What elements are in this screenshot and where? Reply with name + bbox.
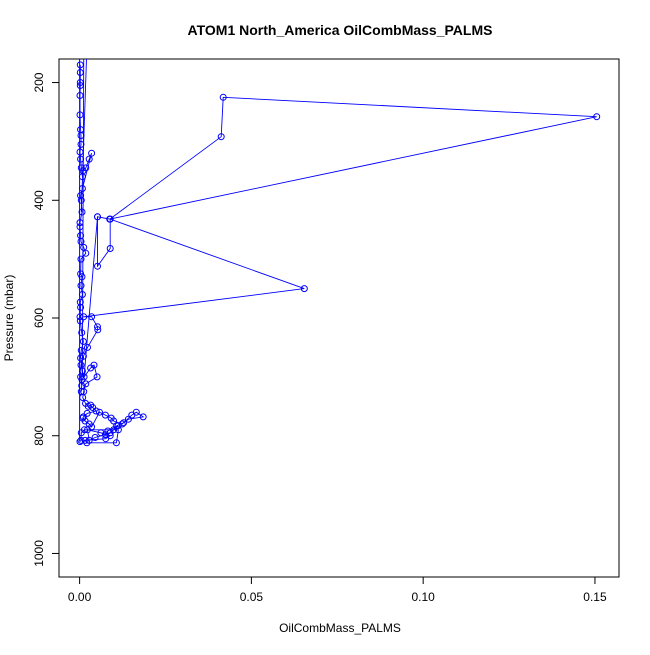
data-point [76, 317, 84, 325]
data-point [114, 422, 122, 430]
data-point [79, 352, 87, 360]
x-axis: 0.00 0.05 0.10 0.15 [68, 576, 607, 604]
data-point [77, 282, 85, 290]
y-tick-label: 1000 [32, 540, 46, 567]
data-point [88, 149, 96, 157]
data-point [77, 346, 85, 354]
data-point [78, 273, 86, 281]
data-point [139, 413, 147, 421]
data-point [83, 409, 91, 417]
data-point [77, 361, 85, 369]
data-point [84, 343, 91, 351]
data-point [77, 429, 85, 437]
data-point [77, 192, 85, 200]
data-point [102, 435, 110, 443]
data-point [80, 243, 88, 251]
data-point [300, 285, 308, 293]
data-point [120, 419, 128, 427]
data-point [96, 408, 103, 416]
data-point [77, 303, 85, 311]
data-point [83, 439, 91, 447]
x-tick-label: 0.05 [240, 590, 264, 604]
data-point [124, 415, 132, 423]
data-point [79, 338, 87, 345]
data-point [217, 133, 225, 141]
data-point [77, 238, 85, 245]
data-point [97, 429, 105, 437]
x-tick-label: 0.00 [68, 590, 92, 604]
x-tick-label: 0.15 [583, 590, 607, 604]
data-point [94, 262, 101, 270]
x-tick-label: 0.10 [411, 590, 435, 604]
data-point [110, 417, 118, 425]
x-axis-label: OilCombMass_PALMS [279, 621, 401, 635]
data-point [132, 408, 140, 416]
data-point [112, 439, 120, 447]
data-point [91, 434, 99, 441]
data-point [79, 413, 87, 421]
data-point [114, 426, 122, 434]
data-point [85, 436, 93, 444]
data-point [80, 313, 88, 321]
data-point [78, 329, 86, 337]
data-point [101, 411, 109, 419]
data-point [76, 298, 84, 306]
data-point [90, 361, 98, 369]
data-point [78, 208, 86, 216]
data-point [106, 215, 114, 223]
near-zero-trace [80, 58, 87, 213]
chart-title: ATOM1 North_America OilCombMass_PALMS [188, 22, 493, 38]
data-point [92, 407, 100, 415]
data-point [94, 323, 101, 331]
data-point [88, 313, 96, 321]
data-point [82, 380, 90, 388]
data-point [106, 245, 114, 252]
y-axis-label: Pressure (mbar) [2, 275, 16, 362]
y-tick-label: 400 [32, 190, 46, 210]
data-point [85, 155, 93, 163]
y-tick-label: 600 [32, 308, 46, 328]
data-point [77, 255, 85, 263]
near-zero-trace [81, 58, 85, 377]
data-point [593, 113, 601, 121]
plot-area [76, 58, 601, 447]
y-tick-label: 800 [32, 425, 46, 445]
data-point [219, 93, 227, 101]
data-point [93, 373, 101, 381]
data-point [94, 213, 101, 221]
data-point [94, 326, 102, 334]
data-point [101, 431, 109, 439]
y-axis: 200 400 600 800 1000 [32, 72, 60, 567]
data-point [84, 426, 91, 434]
y-tick-label: 200 [32, 72, 46, 92]
data-point [77, 436, 85, 444]
